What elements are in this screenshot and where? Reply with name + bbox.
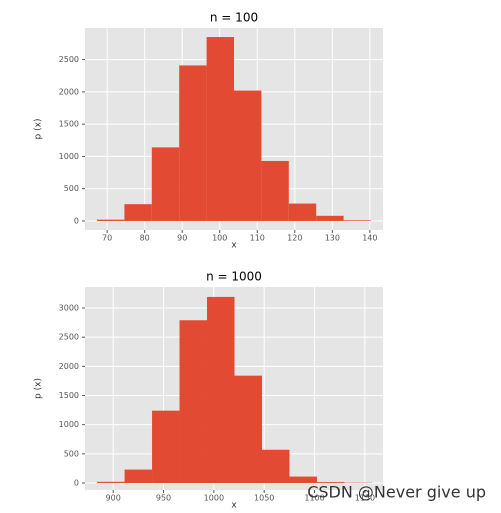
bar (289, 476, 317, 483)
x-tick-label: 1150 (355, 494, 375, 503)
bar (97, 219, 125, 221)
x-tick-label: 1000 (204, 494, 224, 503)
bar (234, 90, 262, 221)
y-tick-label: 1000 (59, 152, 79, 161)
y-axis-label: p (x) (34, 378, 44, 399)
bar (97, 481, 125, 483)
bar (151, 147, 180, 221)
x-tick-label: 70 (102, 234, 112, 243)
bar (207, 296, 235, 483)
y-tick-label: 2000 (59, 87, 79, 96)
x-tick-label: 900 (106, 494, 121, 503)
x-axis-label: x (231, 501, 237, 511)
bar (124, 469, 153, 483)
bar (261, 449, 290, 483)
y-tick-label: 0 (74, 479, 79, 488)
y-tick-label: 1500 (59, 391, 79, 400)
bar (316, 482, 345, 483)
bar (261, 160, 289, 221)
x-tick-label: 100 (212, 234, 227, 243)
x-tick-label: 110 (250, 234, 265, 243)
bar (179, 320, 208, 483)
y-tick-label: 0 (74, 216, 79, 225)
bar (316, 215, 344, 221)
y-tick-label: 1000 (59, 420, 79, 429)
watermark: CSDN @Never give up (307, 483, 486, 502)
y-tick-label: 500 (64, 184, 79, 193)
y-tick-label: 1500 (59, 120, 79, 129)
bar (152, 410, 180, 483)
bar (288, 203, 317, 221)
y-tick-label: 2500 (59, 55, 79, 64)
bar (234, 375, 262, 483)
chart-title: n = 1000 (206, 270, 262, 284)
y-tick-label: 3000 (59, 304, 79, 313)
x-tick-label: 130 (325, 234, 340, 243)
x-tick-label: 140 (362, 234, 377, 243)
chart-title: n = 100 (210, 11, 258, 25)
x-axis-label: x (231, 241, 237, 251)
x-tick-label: 90 (177, 234, 187, 243)
x-tick-label: 950 (156, 494, 171, 503)
x-tick-label: 80 (140, 234, 150, 243)
x-tick-label: 120 (287, 234, 302, 243)
y-tick-label: 2500 (59, 333, 79, 342)
bar (206, 37, 234, 221)
x-tick-label: 1100 (304, 494, 324, 503)
bar (124, 204, 152, 221)
x-tick-label: 1050 (254, 494, 274, 503)
y-tick-label: 2000 (59, 362, 79, 371)
y-tick-label: 500 (64, 449, 79, 458)
bar (343, 220, 371, 221)
bar (179, 65, 207, 221)
y-axis-label: p (x) (34, 119, 44, 140)
